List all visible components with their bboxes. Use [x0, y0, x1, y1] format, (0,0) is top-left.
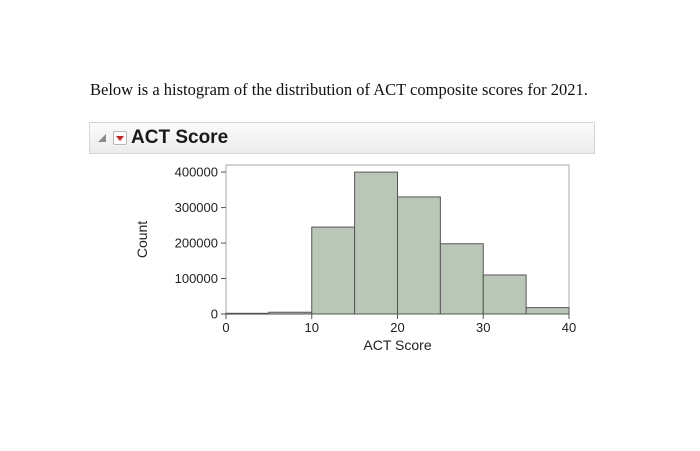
histogram-bar [311, 226, 356, 315]
x-tick-label: 40 [562, 320, 576, 335]
y-tick-label: 0 [211, 307, 218, 322]
x-tick-label: 0 [222, 320, 229, 335]
outline-title: ACT Score [131, 127, 229, 148]
question-text: Below is a histogram of the distribution… [90, 80, 588, 99]
histogram-bar [354, 171, 398, 315]
histogram-bar [525, 307, 570, 315]
y-tick-label: 300000 [175, 200, 218, 215]
x-tick-label: 30 [476, 320, 490, 335]
histogram-bar [225, 312, 270, 315]
y-tick-label: 200000 [175, 236, 218, 251]
red-triangle-menu-icon[interactable] [113, 131, 127, 145]
outline-header[interactable]: ACT Score [89, 122, 595, 154]
histogram-bar [268, 311, 313, 315]
x-tick-label: 20 [390, 320, 404, 335]
y-tick-label: 100000 [175, 271, 218, 286]
histogram-bar [397, 196, 441, 315]
histogram-bar [482, 274, 527, 315]
disclosure-triangle-icon[interactable] [98, 134, 106, 142]
x-axis-label: ACT Score [363, 337, 431, 353]
histogram-bar [439, 243, 484, 315]
jmp-report-panel: ACT Score 0 100000 200000 300000 400000 0 10 20… [89, 122, 595, 368]
y-tick-label: 400000 [175, 165, 218, 180]
histogram-chart-area: 0 100000 200000 300000 400000 0 10 20 30 40 ACT Sc… [89, 154, 595, 368]
x-tick-label: 10 [305, 320, 319, 335]
histogram-svg: 0 100000 200000 300000 400000 0 10 20 30 40 ACT Sc… [134, 164, 576, 353]
y-axis-label: Count [134, 221, 150, 258]
